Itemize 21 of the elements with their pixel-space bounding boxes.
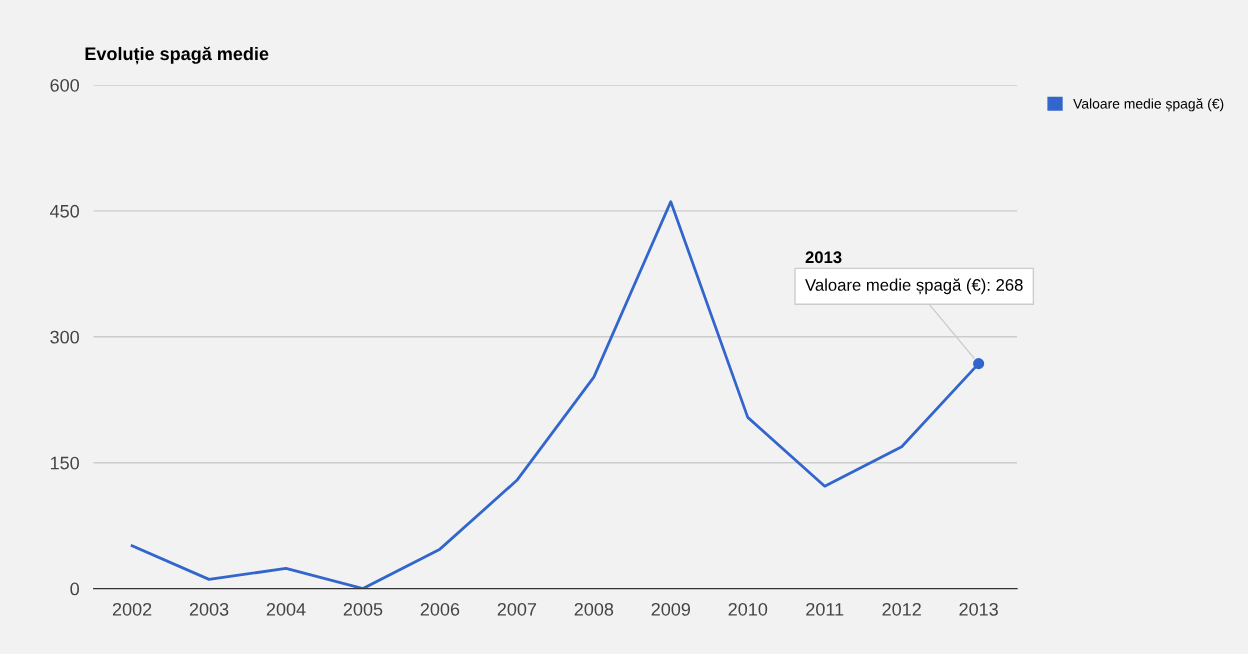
- x-tick-label: 2011: [806, 602, 844, 616]
- y-tick-label: 0: [70, 582, 80, 596]
- annotation: 2013: [805, 251, 842, 264]
- y-tick-label: 150: [50, 456, 80, 470]
- x-tick-label: 2005: [343, 602, 383, 616]
- x-tick-label: 2006: [420, 602, 460, 616]
- x-tick-label: 2003: [189, 602, 229, 616]
- x-tick-label: 2010: [728, 602, 768, 616]
- x-tick-label: 2002: [112, 602, 152, 616]
- x-tick-label: 2007: [497, 602, 537, 616]
- x-tick-label: 2013: [959, 602, 998, 616]
- y-tick-label: 450: [50, 204, 80, 218]
- annotation: Valoare medie șpagă (€): 268: [805, 278, 1023, 295]
- chart-title: Evoluție spagă medie: [85, 46, 269, 65]
- legend-label: Valoare medie șpagă (€): [1073, 98, 1224, 112]
- x-tick-label: 2004: [266, 602, 306, 616]
- x-tick-label: 2012: [882, 602, 921, 616]
- x-tick-label: 2008: [574, 602, 614, 616]
- y-tick-label: 300: [50, 330, 80, 344]
- x-tick-label: 2009: [651, 602, 691, 616]
- y-tick-label: 600: [50, 78, 80, 92]
